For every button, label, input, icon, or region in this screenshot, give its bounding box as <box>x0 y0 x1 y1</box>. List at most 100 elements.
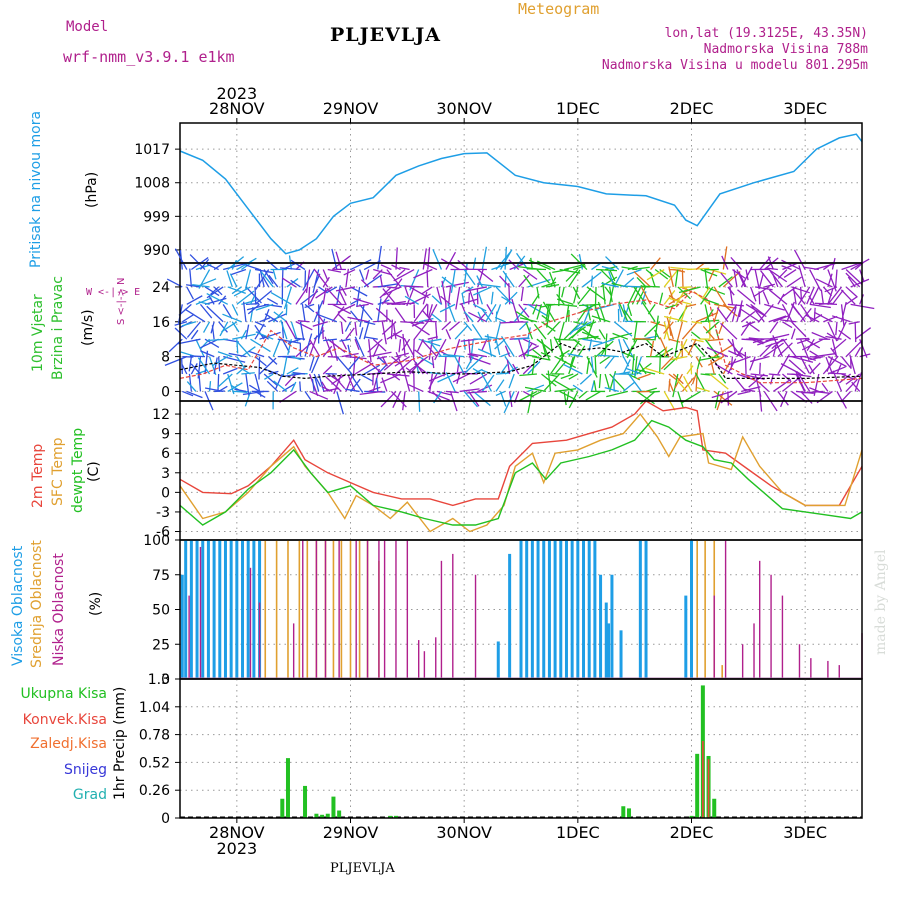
total-precip-bar <box>325 813 330 818</box>
y-tick-label: 1008 <box>134 176 170 192</box>
time-tick-bottom: 1DEC <box>556 823 600 842</box>
low-cloud-bar <box>383 540 386 679</box>
low-cloud-bar <box>338 540 340 679</box>
year-top: 2023 <box>216 84 257 103</box>
low-cloud-bar <box>199 546 202 679</box>
low-cloud-bar <box>435 637 437 679</box>
y-tick-label: 100 <box>143 533 170 549</box>
high-cloud-bar <box>610 574 614 679</box>
high-cloud-bar <box>644 540 648 679</box>
mid-cloud-bar <box>358 540 361 679</box>
high-cloud-bar <box>525 540 529 679</box>
low-cloud-bar <box>423 651 426 679</box>
y-tick-label: 25 <box>152 637 170 653</box>
high-cloud-bar <box>530 540 534 679</box>
conv-precip-bar <box>707 759 710 818</box>
total-precip-bar <box>320 814 325 818</box>
low-cloud-bar <box>324 540 327 679</box>
mid-cloud-bar <box>721 665 723 679</box>
high-cloud-bar <box>252 540 256 679</box>
y-tick-label: 1.3 <box>148 672 170 688</box>
y-tick-label: 12 <box>152 407 170 423</box>
bottom-title: PLJEVLJA <box>330 861 395 876</box>
high-cloud-bar <box>496 641 500 679</box>
time-tick-top: 30NOV <box>436 99 492 118</box>
total-precip-bar <box>621 806 626 818</box>
legend-freezing-rain: Zaledj.Kisa <box>30 736 107 752</box>
lonlat-label: lon,lat (19.3125E, 43.35N) <box>664 26 869 41</box>
mid-cloud-bar <box>340 540 343 679</box>
altitude-label: Nadmorska Visina 788m <box>703 42 868 57</box>
high-cloud-bar <box>223 540 227 679</box>
mid-cloud-bar <box>332 540 335 679</box>
y-tick-label: 990 <box>143 243 170 259</box>
y-tick-label: 50 <box>152 603 170 619</box>
low-cloud-bar <box>355 540 357 679</box>
high-cloud-bar <box>576 540 580 679</box>
low-cloud-bar <box>249 567 252 679</box>
low-cloud-bar <box>366 540 369 679</box>
high-cloud-bar <box>593 540 597 679</box>
temperature-panel-frame <box>179 400 863 541</box>
model-name: wrf-nmm_v3.9.1 e1km <box>63 48 235 66</box>
model-label: Model <box>66 19 109 35</box>
model-altitude-label: Nadmorska Visina u modelu 801.295m <box>601 58 868 73</box>
low-cloud-bar <box>406 540 409 679</box>
pressure-line <box>179 133 863 255</box>
low-cloud-bar <box>781 595 784 679</box>
low-cloud-bar <box>753 623 755 679</box>
conv-precip-bar <box>702 741 704 818</box>
year-bottom: 2023 <box>216 839 257 858</box>
high-cloud-bar <box>684 595 688 679</box>
high-cloud-bar <box>553 540 557 679</box>
mid-cloud-bar <box>287 540 289 679</box>
high-cloud-bar <box>235 540 239 679</box>
low-cloud-bar <box>713 595 715 679</box>
high-cloud-bar <box>547 540 551 679</box>
dewpt-temp-line <box>179 419 863 526</box>
pressure-panel-frame <box>179 122 863 264</box>
high-cloud-bar <box>519 540 523 679</box>
total-precip-bar <box>695 753 700 818</box>
mid-cloud-bar <box>264 540 267 679</box>
high-cloud-bar <box>241 540 245 679</box>
high-cloud-bar <box>604 602 608 679</box>
low-cloud-bar <box>798 644 801 679</box>
high-cloud-bar <box>619 630 623 679</box>
high-cloud-bar <box>212 540 216 679</box>
high-cloud-bar <box>638 540 642 679</box>
y-tick-label: 0.78 <box>139 728 170 744</box>
wind-speed-line <box>179 342 863 380</box>
y-tick-label: 9 <box>161 427 170 443</box>
low-cloud-bar <box>827 660 829 679</box>
y-tick-label: 1017 <box>134 142 170 158</box>
y-tick-label: 999 <box>143 209 170 225</box>
y-tick-label: 3 <box>161 466 170 482</box>
low-cloud-bar <box>418 640 420 679</box>
precipitation-panel-frame <box>179 678 863 819</box>
y-tick-label: 0 <box>161 672 170 688</box>
mid-cloud-bar <box>298 540 301 679</box>
low-cloud-bar <box>302 540 304 679</box>
high-cloud-bar <box>559 540 563 679</box>
total-precip-bar <box>388 815 393 818</box>
high-cloud-bar <box>570 540 574 679</box>
low-cloud-bar <box>724 540 727 679</box>
mid-cloud-bar <box>306 540 309 679</box>
total-precip-bar <box>303 785 308 818</box>
low-cloud-bar <box>395 540 397 679</box>
high-cloud-bar <box>690 540 693 679</box>
low-cloud-bar <box>474 574 477 679</box>
wind-compass-ew: W <-|-> E <box>86 287 141 298</box>
total-precip-bar <box>285 758 290 818</box>
mid-cloud-bar <box>275 540 278 679</box>
page-title: PLJEVLJA <box>330 24 441 46</box>
total-precip-bar <box>626 808 631 818</box>
mid-cloud-bar <box>349 540 352 679</box>
meteogram-label: Meteogram <box>518 0 600 18</box>
legend-conv-rain: Konvek.Kisa <box>22 712 107 728</box>
time-tick-top: 2DEC <box>670 99 714 118</box>
y-tick-label: 6 <box>161 446 170 462</box>
